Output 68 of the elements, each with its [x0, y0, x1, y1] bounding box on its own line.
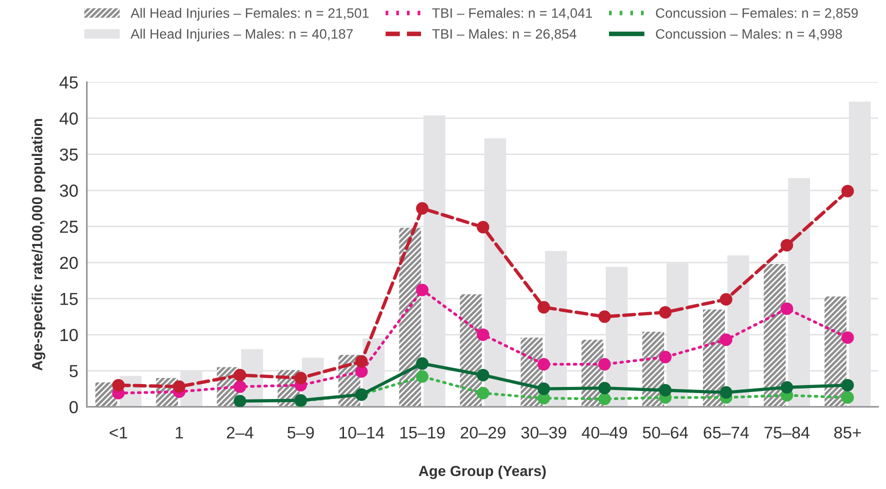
- y-axis-title: Age-specific rate/100,000 population: [32, 118, 46, 371]
- point: [416, 284, 429, 296]
- point: [416, 357, 429, 370]
- point: [172, 380, 186, 393]
- y-tick-label: 10: [60, 328, 78, 342]
- point: [355, 365, 368, 378]
- y-tick-label: 20: [60, 256, 78, 269]
- x-tick-label: 10–14: [340, 426, 384, 439]
- point: [598, 310, 611, 323]
- x-tick-label: 30–39: [521, 426, 566, 439]
- bar: [764, 264, 786, 407]
- point: [780, 302, 794, 315]
- point: [476, 220, 490, 234]
- x-tick-label: 50–64: [642, 426, 688, 439]
- point: [598, 392, 611, 406]
- x-axis-title: Age Group (Years): [418, 465, 546, 480]
- x-tick-label: 1: [176, 426, 184, 438]
- point: [355, 355, 368, 368]
- x-tick-label: 40–49: [582, 426, 627, 439]
- y-tick-label: 25: [60, 220, 78, 233]
- point: [294, 372, 307, 384]
- point: [476, 368, 490, 382]
- legend-label: Concussion – Females: n = 2,859: [656, 8, 858, 20]
- x-tick-label: 20–29: [460, 426, 506, 439]
- point: [234, 368, 246, 382]
- y-tick-label: 15: [60, 292, 78, 306]
- y-tick-label: 30: [60, 184, 78, 197]
- point: [720, 386, 732, 399]
- y-tick-label: 0: [70, 401, 78, 414]
- point: [234, 394, 246, 407]
- point: [841, 331, 854, 344]
- point: [538, 382, 550, 396]
- point: [598, 358, 611, 371]
- point: [538, 301, 550, 314]
- point: [598, 382, 611, 394]
- point: [416, 370, 429, 383]
- x-tick-label: 2–4: [226, 426, 254, 438]
- legend-label: Concussion – Males: n = 4,998: [656, 28, 842, 40]
- point: [476, 386, 490, 400]
- point: [538, 358, 550, 371]
- point: [841, 184, 854, 198]
- point: [720, 293, 732, 306]
- point: [780, 238, 794, 252]
- point: [112, 378, 125, 392]
- point: [476, 328, 490, 341]
- y-tick-label: 5: [70, 365, 78, 378]
- point: [720, 333, 732, 346]
- x-tick-label: 85+: [834, 426, 861, 439]
- y-tick-label: 40: [60, 112, 78, 125]
- point: [234, 380, 246, 393]
- point: [841, 378, 854, 392]
- point: [659, 306, 672, 319]
- legend-label: All Head Injuries – Males: n = 40,187: [130, 28, 353, 42]
- point: [416, 202, 429, 215]
- point: [841, 391, 854, 404]
- legend-label: TBI – Males: n = 26,854: [432, 28, 576, 40]
- x-tick-label: <1: [110, 426, 128, 438]
- point: [659, 350, 672, 364]
- x-tick-label: 65–74: [704, 426, 749, 439]
- legend-label: TBI – Females: n = 14,041: [432, 8, 592, 20]
- point: [659, 384, 672, 397]
- legend-label: All Head Injuries – Females: n = 21,501: [130, 8, 369, 21]
- y-tick-label: 45: [60, 76, 78, 89]
- x-tick-label: 5–9: [287, 426, 314, 439]
- point: [780, 381, 794, 394]
- x-tick-label: 75–84: [764, 426, 810, 439]
- y-tick-label: 35: [60, 148, 78, 161]
- x-tick-label: 15–19: [400, 426, 445, 439]
